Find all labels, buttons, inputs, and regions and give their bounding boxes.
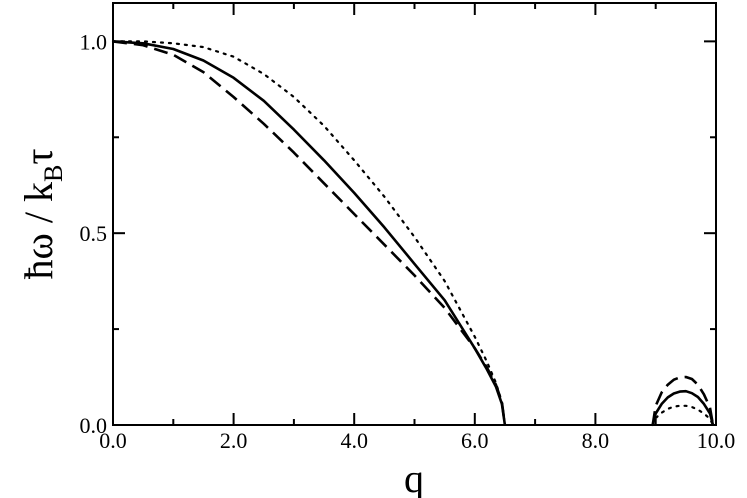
series-dotted-segment-1	[111, 40, 506, 427]
x-tick-label: 10.0	[697, 428, 736, 453]
x-axis-label: q	[404, 456, 424, 498]
series-layer	[111, 40, 715, 427]
y-tick-label: 0.5	[80, 221, 108, 246]
y-tick-label: 1.0	[80, 29, 108, 54]
y-axis-label-main: ħω / k	[16, 182, 61, 279]
y-tick-label: 0.0	[80, 413, 108, 438]
series-dashed-segment-1	[112, 40, 507, 426]
series-dotted-segment-2	[651, 404, 715, 427]
x-tick-label: 2.0	[220, 428, 248, 453]
x-tick-label: 8.0	[582, 428, 610, 453]
x-tick-label: 0.0	[99, 428, 127, 453]
series-solid-segment-2	[651, 389, 715, 426]
x-tick-label: 4.0	[340, 428, 368, 453]
ticks	[112, 3, 717, 426]
tick-labels: 0.0 2.0 4.0 6.0 8.0 10.0 0.0 0.5 1.0	[80, 29, 736, 453]
y-axis-label-subscript: B	[39, 165, 68, 182]
y-axis-label: ħω / kBτ	[16, 149, 68, 280]
series-dashed-segment-2	[651, 375, 715, 426]
plot-frame	[112, 2, 717, 426]
y-axis-label-end: τ	[16, 149, 61, 165]
x-tick-label: 6.0	[461, 428, 489, 453]
series-solid-segment-1	[112, 40, 507, 426]
